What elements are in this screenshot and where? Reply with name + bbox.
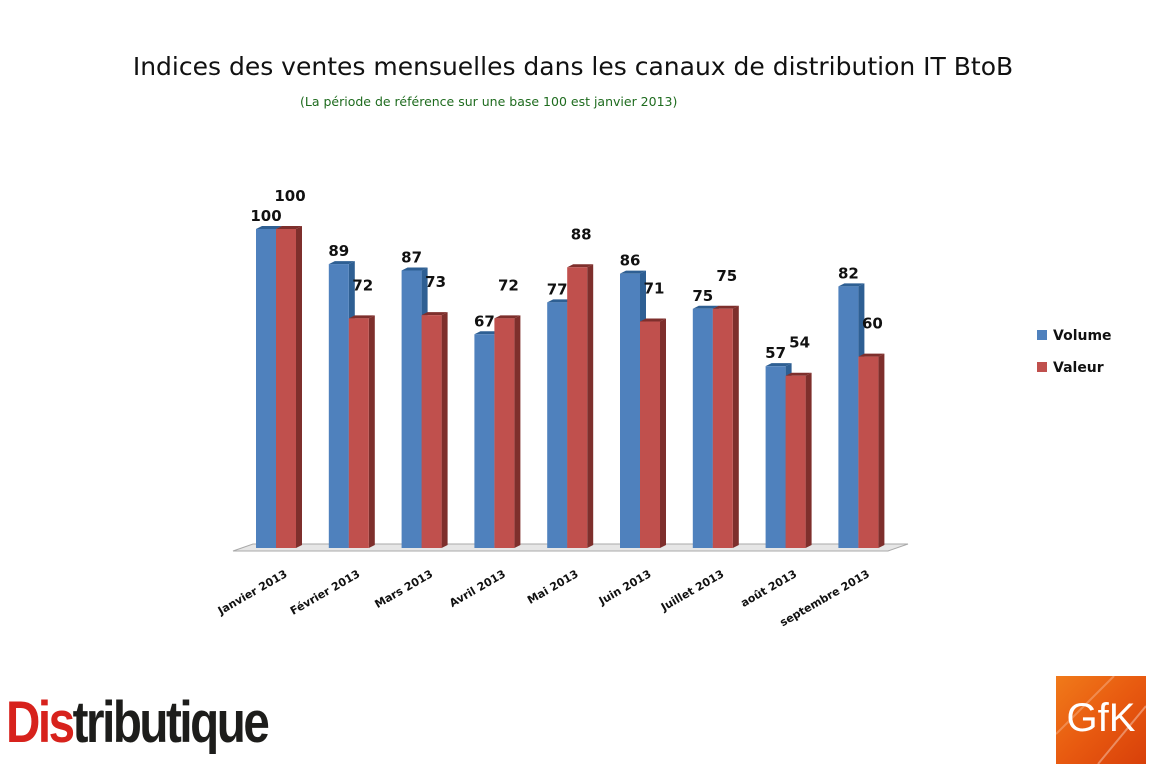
bar-side [732,305,739,548]
bar-side [296,226,302,548]
x-tick-label: Mai 2013 [525,567,581,607]
bar-top [328,261,355,265]
gfk-logo-lines [1056,676,1146,764]
bar-side [441,312,448,548]
bar-volume [474,334,495,548]
bar-top [348,315,375,319]
bar-top [567,264,594,268]
bar-top [765,363,792,367]
bar-volume [547,302,568,548]
bar-top [421,312,448,316]
distributique-logo: Distributique [6,683,270,763]
data-label: 100 [274,187,305,205]
bar-valeur [785,375,806,548]
bar-top [858,353,885,357]
bar-volume [838,286,859,548]
data-label: 72 [498,276,519,294]
bar-top [276,226,302,229]
bar-volume [765,366,786,548]
legend: Volume Valeur [1037,328,1112,376]
bar-side [587,264,594,548]
bar-top [494,315,521,319]
chart-subtitle: (La période de référence sur une base 10… [300,94,678,109]
chart-title: Indices des ventes mensuelles dans les c… [132,52,1014,81]
legend-swatch-volume [1037,330,1047,340]
x-tick-label: Juin 2013 [596,567,654,608]
x-tick-label: août 2013 [738,567,799,610]
distributique-logo-part-rest: tributique [72,690,270,755]
bar-side [878,353,885,548]
data-label: 77 [547,280,568,298]
data-label: 60 [862,315,883,333]
bar-top [692,305,719,309]
bar-top [620,270,646,274]
bar-top [640,318,666,322]
bar-top [256,226,282,229]
data-label: 72 [352,276,373,294]
data-label: 75 [716,267,737,285]
bar-volume [692,308,713,548]
legend-label: Valeur [1053,360,1104,376]
bar-top [838,283,865,287]
bar-side [805,372,812,548]
bar-volume [620,273,640,548]
bar-valeur [712,308,733,548]
bar-side [368,315,375,548]
data-label: 88 [571,225,592,243]
gfk-logo: GfK [1056,676,1146,764]
data-label: 71 [644,280,665,298]
bar-top [474,331,501,335]
bar-top [547,299,574,303]
bar-valeur [567,267,588,548]
bar-valeur [348,318,369,548]
bar-volume [328,264,349,548]
x-tick-label: Avril 2013 [447,567,508,610]
data-label: 86 [620,252,641,270]
data-label: 73 [425,273,446,291]
bar-valeur [276,229,296,548]
bar-volume [256,229,276,548]
bar-side [660,318,666,548]
bar-top [712,305,739,309]
data-label: 57 [765,344,786,362]
legend-label: Volume [1053,328,1112,344]
data-label: 89 [328,242,349,260]
data-label: 75 [692,287,713,305]
bar-valeur [494,318,515,548]
x-tick-label: Juillet 2013 [658,567,726,614]
bar-top [785,372,812,376]
bars-group [256,226,885,548]
legend-swatch-valeur [1037,362,1047,372]
data-label: 54 [789,334,810,352]
bar-valeur [421,315,442,548]
data-label: 67 [474,312,495,330]
x-tick-label: Janvier 2013 [215,567,290,618]
data-label: 100 [250,207,281,225]
distributique-logo-part-dis: Dis [6,690,75,755]
bar-valeur [640,321,660,548]
bar-top [401,267,428,271]
x-tick-label: Février 2013 [288,567,362,617]
bar-volume [401,270,422,548]
data-label: 87 [401,248,422,266]
bar-side [514,315,521,548]
data-label: 82 [838,264,859,282]
bar-valeur [858,356,879,548]
gfk-logo-text: GfK [1066,696,1136,740]
x-tick-label: Mars 2013 [372,567,435,611]
